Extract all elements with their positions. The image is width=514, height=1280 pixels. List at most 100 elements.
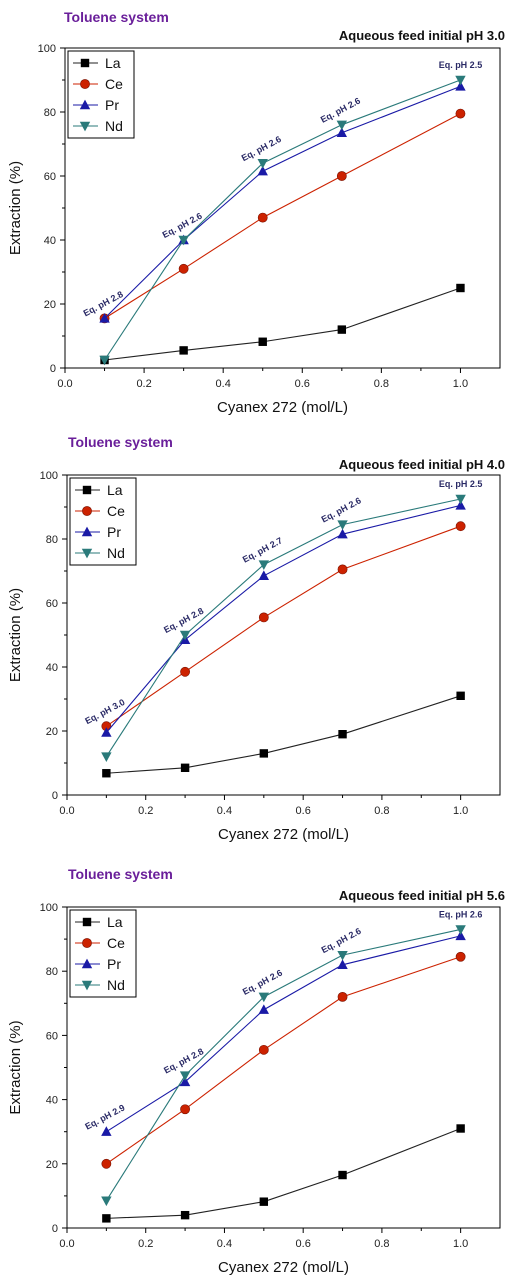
data-point-pr (337, 959, 348, 969)
data-point-pr (258, 1004, 270, 1014)
x-tick-label: 0.2 (138, 1238, 153, 1250)
y-tick-label: 40 (46, 662, 58, 674)
data-point-ce (180, 1104, 190, 1115)
data-point-ce (337, 564, 348, 575)
series-nd (101, 925, 466, 1207)
x-tick-label: 0.4 (216, 378, 231, 390)
legend-marker-ce (82, 938, 92, 948)
data-point-nd (337, 950, 348, 961)
data-point-nd (101, 1196, 112, 1207)
legend-label-pr: Pr (107, 524, 121, 540)
series-ce (101, 951, 466, 1169)
y-tick-label: 0 (50, 363, 56, 375)
x-tick-label: 0.0 (57, 378, 72, 390)
chart-panel-ph-3-0: Toluene system Aqueous feed initial pH 3.… (7, 9, 505, 416)
data-point-nd (455, 925, 466, 935)
data-point-nd (337, 520, 348, 530)
data-point-ce (455, 521, 466, 532)
chart-title: Aqueous feed initial pH 5.6 (339, 888, 505, 903)
data-point-la (456, 283, 465, 293)
data-point-ce (337, 991, 348, 1002)
x-tick-label: 0.6 (296, 805, 311, 817)
x-tick-label: 0.6 (295, 378, 310, 390)
y-tick-label: 60 (46, 598, 58, 610)
data-point-ce (336, 171, 347, 181)
annotation-eq-ph: Eq. pH 2.9 (83, 1102, 126, 1131)
x-tick-label: 0.4 (217, 1238, 232, 1250)
annotation-eq-ph: Eq. pH 2.5 (439, 60, 483, 70)
annotation-eq-ph: Eq. pH 2.6 (319, 96, 362, 125)
legend-label-ce: Ce (105, 76, 123, 92)
legend-label-ce: Ce (107, 935, 125, 951)
data-point-pr (258, 570, 270, 580)
y-tick-label: 40 (44, 235, 56, 247)
data-point-la (102, 769, 111, 778)
legend-label-la: La (107, 914, 123, 930)
x-tick-label: 1.0 (453, 1238, 468, 1250)
legend-box (67, 50, 135, 139)
system-title: Toluene system (68, 866, 173, 882)
y-tick-label: 40 (46, 1095, 58, 1107)
legend-marker-pr (81, 958, 93, 969)
system-title: Toluene system (64, 9, 169, 25)
series-la (100, 283, 465, 365)
data-point-pr (99, 313, 110, 323)
data-point-la (179, 346, 188, 355)
data-point-la (102, 1214, 111, 1223)
chart-title: Aqueous feed initial pH 4.0 (339, 457, 505, 472)
series-line-pr (104, 85, 461, 319)
x-axis-label: Cyanex 272 (mol/L) (217, 399, 348, 416)
series-line-pr (106, 935, 461, 1133)
y-tick-label: 80 (46, 534, 58, 546)
x-tick-label: 0.8 (374, 1238, 389, 1250)
series-pr (101, 500, 466, 737)
data-point-la (338, 730, 347, 739)
series-line-la (104, 287, 461, 361)
series-line-nd (105, 928, 461, 1202)
series-line-ce (104, 113, 461, 319)
legend-label-la: La (105, 55, 121, 71)
data-point-pr (179, 1076, 191, 1087)
legend-marker-pr (81, 526, 93, 537)
legend-marker-nd (79, 121, 91, 132)
data-point-ce (257, 212, 268, 223)
system-title: Toluene system (68, 434, 173, 450)
data-point-ce (101, 1158, 112, 1169)
data-point-la (337, 325, 347, 334)
legend-marker-nd (81, 980, 93, 991)
data-point-pr (455, 930, 466, 941)
annotation-eq-ph: Eq. pH 2.6 (161, 211, 204, 240)
data-point-ce (455, 108, 466, 119)
legend-marker-la (80, 58, 90, 68)
annotation-eq-ph: Eq. pH 2.7 (241, 535, 284, 564)
legend-label-nd: Nd (107, 545, 125, 561)
data-point-pr (257, 165, 268, 176)
annotation-eq-ph: Eq. pH 2.5 (439, 479, 483, 489)
data-point-ce (258, 1044, 269, 1055)
data-point-la (259, 1197, 269, 1206)
x-tick-label: 1.0 (453, 378, 468, 390)
data-point-nd (101, 752, 112, 762)
annotation-eq-ph: Eq. pH 2.6 (320, 926, 363, 955)
legend-label-ce: Ce (107, 503, 125, 519)
y-tick-label: 100 (40, 902, 58, 914)
annotation-eq-ph: Eq. pH 2.6 (240, 134, 283, 163)
legend-label-pr: Pr (105, 97, 119, 113)
x-tick-label: 0.2 (138, 805, 153, 817)
y-axis-label: Extraction (%) (7, 161, 24, 255)
y-tick-label: 20 (44, 299, 56, 311)
legend-marker-pr (79, 99, 91, 110)
legend-label-la: La (107, 482, 123, 498)
data-point-la (338, 1170, 347, 1180)
series-nd (99, 75, 466, 366)
data-point-la (180, 763, 190, 772)
x-axis-label: Cyanex 272 (mol/L) (218, 826, 349, 843)
data-point-pr (337, 528, 348, 539)
y-tick-label: 0 (52, 1223, 58, 1235)
y-tick-label: 0 (52, 790, 58, 802)
data-point-ce (180, 666, 190, 677)
y-tick-label: 20 (46, 726, 58, 738)
series-line-ce (106, 525, 461, 727)
data-point-pr (101, 727, 112, 737)
data-point-la (456, 1124, 465, 1133)
